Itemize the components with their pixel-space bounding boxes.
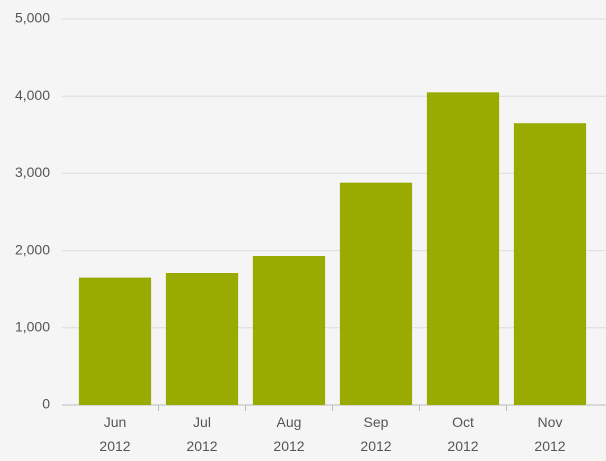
bar (513, 123, 587, 405)
x-tick-label: Oct 2012 (447, 414, 478, 454)
y-tick-label: 0 (42, 396, 50, 412)
y-tick-label: 3,000 (15, 164, 50, 180)
bar (78, 277, 152, 405)
y-tick-label: 2,000 (15, 241, 50, 257)
x-tick-label: Jul 2012 (186, 414, 217, 454)
bar (165, 272, 239, 405)
bar (426, 92, 500, 405)
x-tick-label: Nov 2012 (534, 414, 565, 454)
y-tick-label: 4,000 (15, 87, 50, 103)
x-tick-label: Sep 2012 (360, 414, 391, 454)
x-tick-label: Jun 2012 (99, 414, 130, 454)
bar (339, 182, 413, 405)
y-tick-label: 5,000 (15, 10, 50, 26)
x-tick-label: Aug 2012 (273, 414, 304, 454)
bar (252, 256, 326, 405)
y-tick-label: 1,000 (15, 319, 50, 335)
